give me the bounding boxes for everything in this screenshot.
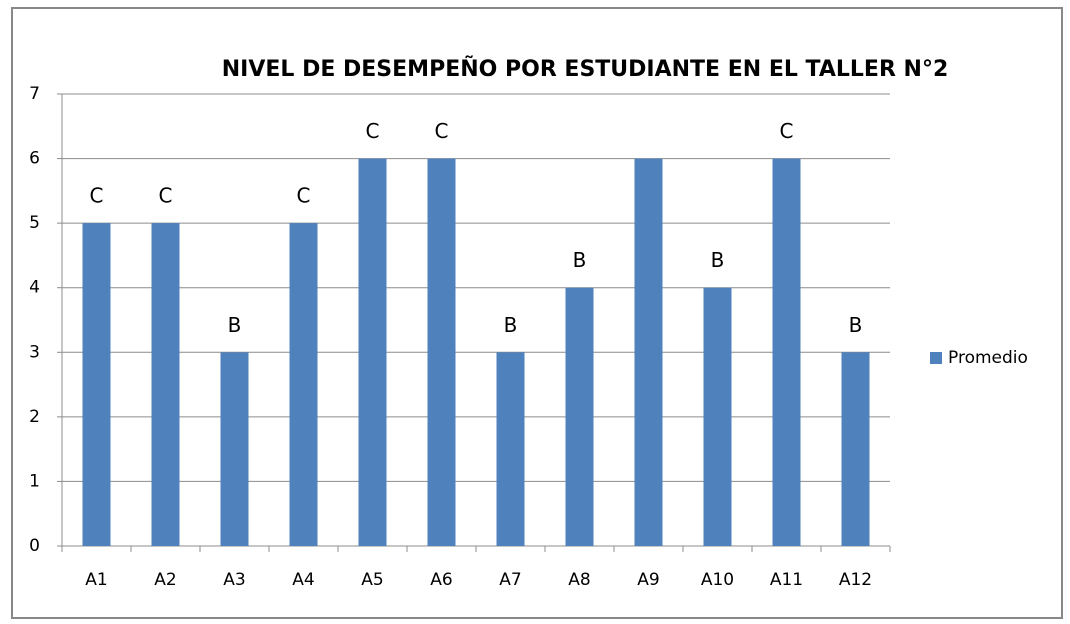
bar-annotation: C	[435, 119, 449, 143]
x-tick-label: A9	[637, 570, 659, 590]
bar-annotation: B	[504, 313, 518, 337]
x-tick-label: A11	[770, 570, 803, 590]
bar-annotation: C	[366, 119, 380, 143]
bar-annotation: C	[780, 119, 794, 143]
bar-annotation: B	[711, 248, 725, 272]
bar-annotation: B	[849, 313, 863, 337]
bar	[427, 158, 456, 547]
y-tick-label: 6	[29, 149, 40, 169]
x-tick-label: A4	[292, 570, 314, 590]
x-tick-label: A6	[430, 570, 452, 590]
bar-annotation: C	[297, 184, 311, 208]
bar	[289, 223, 318, 546]
bar	[841, 352, 870, 546]
x-tick-label: A8	[568, 570, 590, 590]
bar	[82, 223, 111, 546]
bar-annotation: B	[573, 248, 587, 272]
x-tick-label: A2	[154, 570, 176, 590]
bar-annotation: C	[159, 184, 173, 208]
bar	[772, 158, 801, 547]
bar-annotation: C	[90, 184, 104, 208]
bar	[496, 352, 525, 546]
chart-title: NIVEL DE DESEMPEÑO POR ESTUDIANTE EN EL …	[222, 56, 949, 82]
x-tick-label: A5	[361, 570, 383, 590]
bar	[703, 287, 732, 546]
legend-swatch	[930, 352, 942, 364]
x-tick-label: A3	[223, 570, 245, 590]
y-tick-label: 3	[29, 342, 40, 362]
bar	[220, 352, 249, 546]
bar	[151, 223, 180, 546]
y-tick-label: 1	[29, 471, 40, 491]
bar	[358, 158, 387, 547]
y-tick-label: 7	[29, 84, 40, 104]
legend-label: Promedio	[948, 348, 1028, 368]
x-tick-label: A7	[499, 570, 521, 590]
chart-border	[11, 7, 1063, 619]
y-tick-label: 0	[29, 536, 40, 556]
y-tick-label: 4	[29, 278, 40, 298]
y-tick-label: 2	[29, 407, 40, 427]
bar	[634, 158, 663, 547]
x-tick-label: A10	[701, 570, 734, 590]
x-tick-label: A12	[839, 570, 872, 590]
y-tick-label: 5	[29, 213, 40, 233]
x-tick-label: A1	[85, 570, 107, 590]
bar-annotation: B	[228, 313, 242, 337]
bar	[565, 287, 594, 546]
